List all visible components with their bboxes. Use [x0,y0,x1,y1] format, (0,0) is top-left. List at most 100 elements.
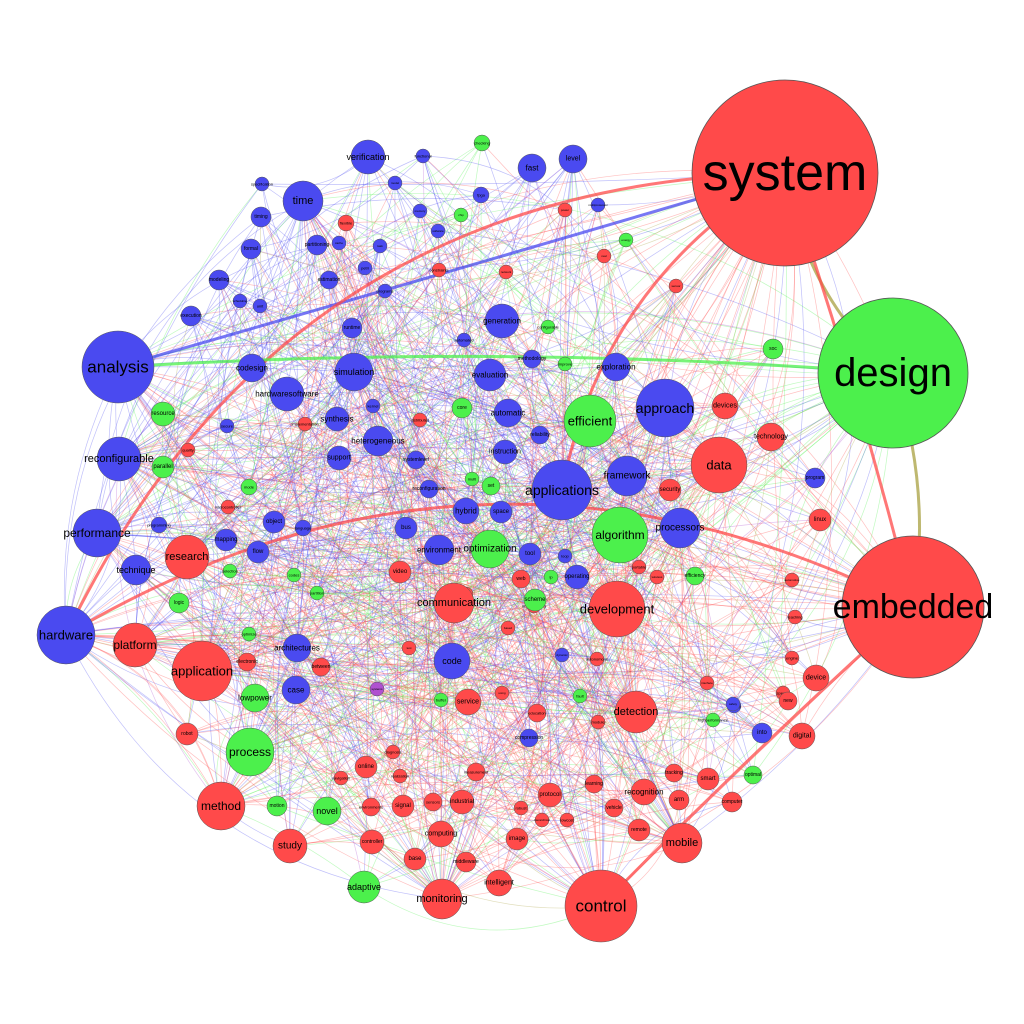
edge [186,556,443,900]
edge [328,194,482,281]
node-circle [240,238,262,260]
edge [567,204,621,536]
edge [117,366,598,660]
node-lowcost: lowcost [559,812,575,828]
edge [96,532,581,697]
edge [96,244,318,534]
node-mobile: mobile [661,822,703,864]
edge [351,327,683,844]
node-wireless: wireless [649,569,665,585]
edge [251,367,543,821]
edge [302,200,793,581]
node-circle [246,540,270,564]
edge [134,358,533,646]
node-circle [214,528,238,552]
edge [186,366,617,558]
node-circle [705,712,721,728]
edge [547,158,574,328]
edge [249,267,366,753]
edge [254,574,295,699]
node-circle [537,782,563,808]
edge [239,269,440,753]
node-circle [150,401,176,427]
node-circle [401,640,417,656]
node-remote: remote [627,818,651,842]
edge [428,407,463,604]
edge [96,532,602,907]
node-circle [272,828,308,864]
edge [251,244,318,369]
node-support: support [326,445,352,471]
node-circle [456,332,472,348]
node-memory: memory [412,203,428,219]
edge [461,407,637,713]
node-checking: checking [473,134,491,152]
edge [643,436,772,793]
node-circle [557,202,573,218]
edge [218,300,250,488]
edge [246,305,275,523]
node-circle [804,467,826,489]
edge [117,354,894,375]
node-circle [171,640,233,702]
edge [249,579,793,753]
edge [286,200,304,395]
edge [379,245,419,529]
edge [320,488,430,668]
edge [320,666,754,776]
node-circle [419,479,439,499]
node-optimal: optimal [743,765,763,785]
edge [415,459,549,821]
node-circle [326,445,352,471]
edge [452,194,482,803]
edge [619,534,793,659]
edge [117,366,645,793]
node-circle [531,459,593,521]
edge [226,425,455,604]
node-circle [725,696,741,712]
edge [589,420,637,713]
edge [561,654,735,707]
edge [441,602,500,884]
node-network: network [498,264,514,280]
edge [296,647,394,753]
edge [441,701,483,900]
node-circle [784,572,800,588]
edge [158,372,894,553]
node-robust: robust [513,800,529,816]
edge [340,475,628,779]
node-circle [743,765,763,785]
edge [117,366,401,573]
edge [118,458,137,646]
edge [489,527,681,554]
edge [353,320,503,808]
edge [718,464,735,803]
edge [296,647,373,843]
node-level: level [558,144,588,174]
edge [117,366,675,774]
node-parallel: parallel [151,455,175,479]
node-circle [72,508,122,558]
edge [529,366,617,555]
node-circle [649,569,665,585]
node-circle [180,305,202,327]
edge [96,405,726,534]
node-circle [572,688,588,704]
edge [249,434,541,753]
node-systems: systems [369,681,385,697]
edge [117,339,566,368]
edge [65,634,222,807]
node-engine: engine [784,650,800,666]
edge [453,475,628,604]
edge [225,248,271,541]
node-circle [112,622,158,668]
edge [296,647,333,812]
edge [220,210,421,807]
edge [489,548,543,821]
edge [461,285,677,409]
edge [370,534,621,808]
edge [248,485,492,494]
edge [64,171,786,636]
edge [634,285,677,713]
node-circle [421,878,463,920]
